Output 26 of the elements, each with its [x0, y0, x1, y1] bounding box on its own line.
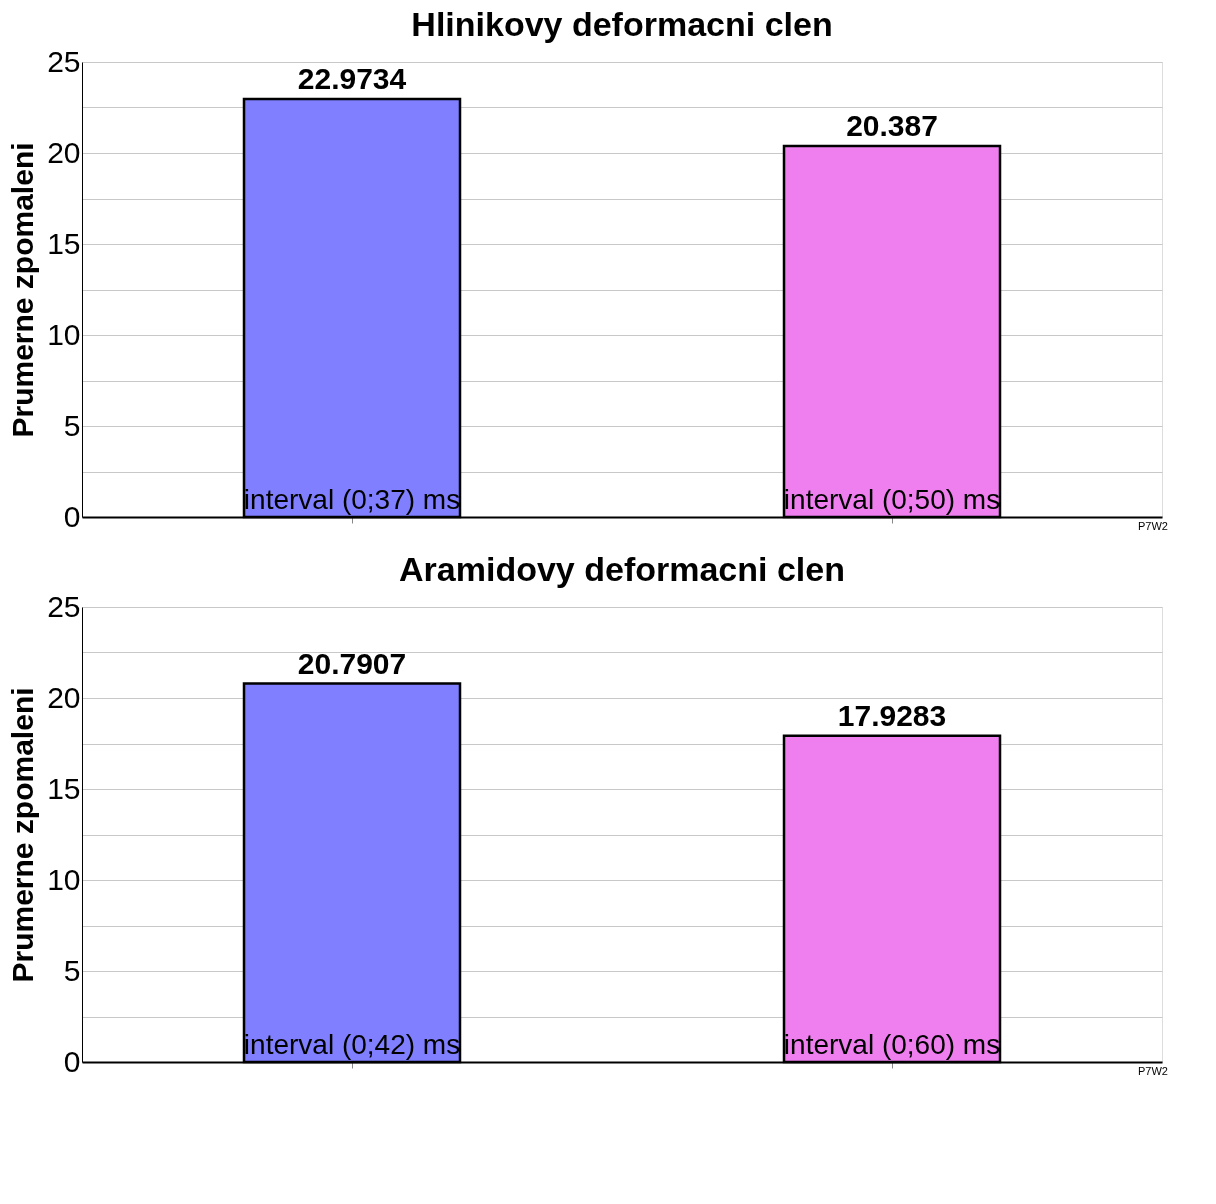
text: P7W2 [1138, 520, 1168, 532]
y-tick-label: 10 [47, 862, 81, 896]
x-tick-label: interval (0;42) ms [243, 1029, 461, 1060]
y-axis-title: Prumerne zpomaleni [6, 142, 40, 438]
y-tick-label: 0 [63, 1044, 81, 1078]
data-label: 20.387 [846, 108, 938, 142]
y-tick-label: 0 [63, 499, 81, 533]
y-tick-label: 5 [63, 408, 81, 442]
data-label: 17.9283 [837, 698, 947, 732]
y-tick-label: 15 [47, 226, 81, 260]
data-label: 20.7907 [297, 646, 407, 680]
chart-title: Aramidovy deformacni clen [399, 550, 845, 588]
data-label: 22.9734 [297, 61, 407, 95]
y-tick-label: 10 [47, 317, 81, 351]
y-tick-label: 15 [47, 771, 81, 805]
y-tick-label: 25 [47, 44, 81, 78]
x-tick-label: interval (0;60) ms [783, 1029, 1001, 1060]
y-axis-title: Prumerne zpomaleni [6, 687, 40, 983]
text: P7W2 [1138, 1065, 1168, 1077]
y-tick-label: 20 [47, 135, 81, 169]
chart-title: Hlinikovy deformacni clen [411, 5, 833, 43]
y-tick-label: 5 [63, 953, 81, 987]
y-tick-label: 25 [47, 589, 81, 623]
x-tick-label: interval (0;37) ms [243, 484, 461, 515]
x-tick-label: interval (0;50) ms [783, 484, 1001, 515]
y-tick-label: 20 [47, 680, 81, 714]
